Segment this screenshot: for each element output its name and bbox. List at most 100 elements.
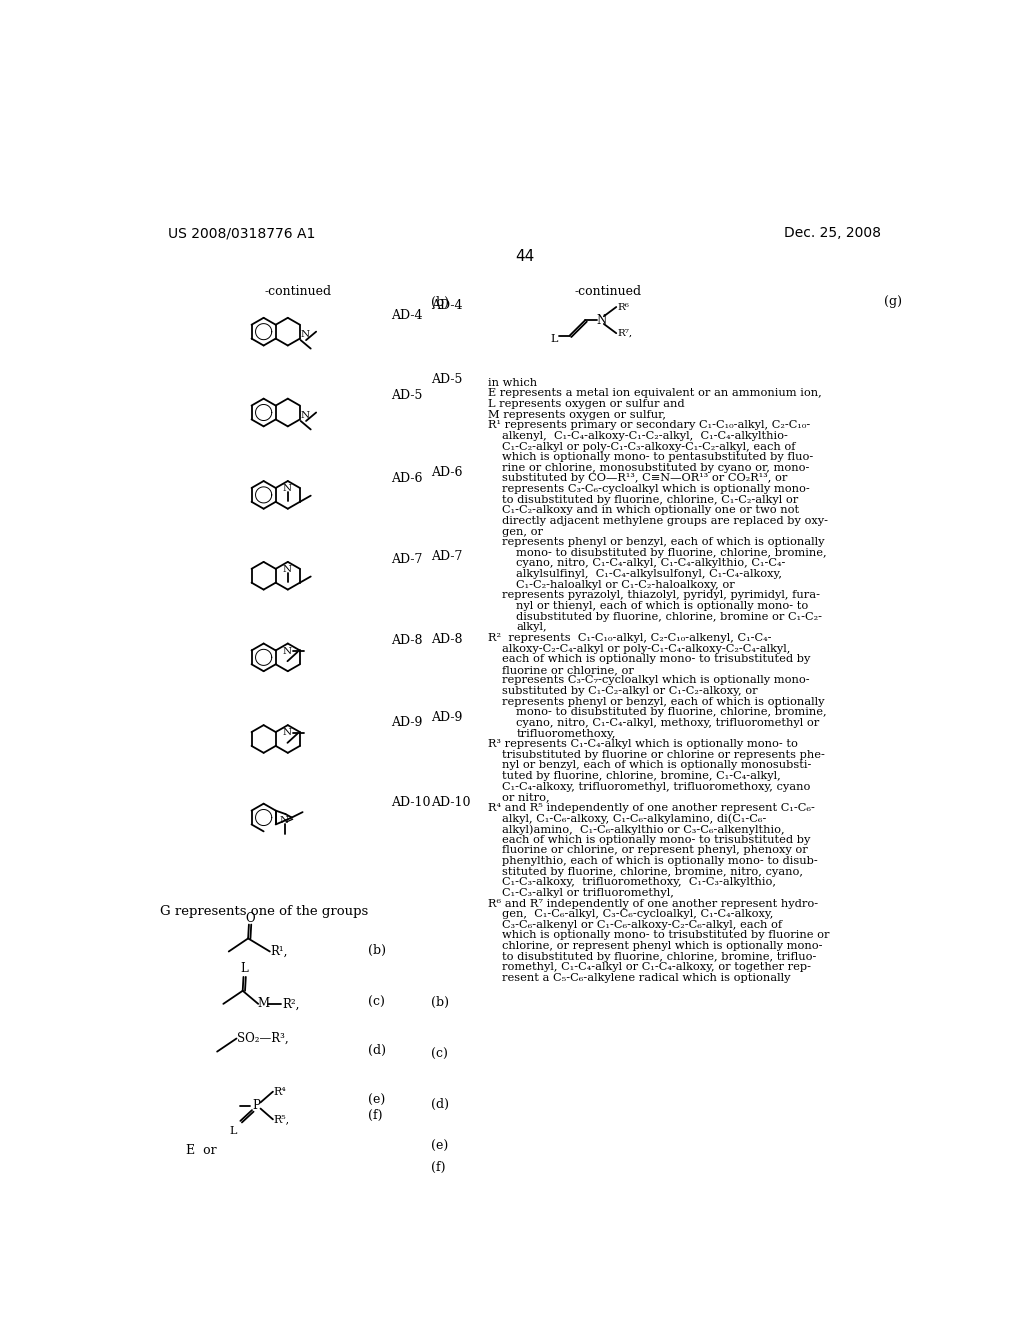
Text: fluorine or chlorine, or: fluorine or chlorine, or: [503, 665, 634, 675]
Text: gen,  C₁-C₆-alkyl, C₃-C₆-cycloalkyl, C₁-C₄-alkoxy,: gen, C₁-C₆-alkyl, C₃-C₆-cycloalkyl, C₁-C…: [503, 909, 774, 919]
Text: -continued: -continued: [574, 285, 642, 298]
Text: L: L: [241, 962, 248, 975]
Text: R⁶ and R⁷ independently of one another represent hydro-: R⁶ and R⁷ independently of one another r…: [488, 899, 818, 908]
Text: AD-8: AD-8: [391, 635, 423, 647]
Text: E  or: E or: [186, 1144, 217, 1158]
Text: R¹ represents primary or secondary C₁-C₁₀-alkyl, C₂-C₁₀-: R¹ represents primary or secondary C₁-C₁…: [488, 420, 811, 430]
Text: M: M: [257, 998, 269, 1010]
Text: trisubstituted by fluorine or chlorine or represents phe-: trisubstituted by fluorine or chlorine o…: [503, 750, 825, 760]
Text: alkenyl,  C₁-C₄-alkoxy-C₁-C₂-alkyl,  C₁-C₄-alkylthio-: alkenyl, C₁-C₄-alkoxy-C₁-C₂-alkyl, C₁-C₄…: [503, 430, 788, 441]
Text: to disubstituted by fluorine, chlorine, bromine, trifluo-: to disubstituted by fluorine, chlorine, …: [503, 952, 817, 962]
Text: which is optionally mono- to trisubstituted by fluorine or: which is optionally mono- to trisubstitu…: [503, 931, 829, 940]
Text: AD-4: AD-4: [431, 298, 463, 312]
Text: or nitro,: or nitro,: [503, 792, 550, 803]
Text: represents phenyl or benzyl, each of which is optionally: represents phenyl or benzyl, each of whi…: [503, 697, 824, 706]
Text: O: O: [246, 912, 255, 924]
Text: (b): (b): [431, 296, 450, 309]
Text: R⁷,: R⁷,: [617, 329, 632, 338]
Text: AD-5: AD-5: [431, 374, 463, 387]
Text: AD-4: AD-4: [391, 309, 423, 322]
Text: AD-8: AD-8: [431, 634, 463, 647]
Text: C₁-C₂-alkoxy and in which optionally one or two not: C₁-C₂-alkoxy and in which optionally one…: [503, 506, 800, 515]
Text: alkyl, C₁-C₆-alkoxy, C₁-C₆-alkylamino, di(C₁-C₆-: alkyl, C₁-C₆-alkoxy, C₁-C₆-alkylamino, d…: [503, 813, 767, 824]
Text: N: N: [597, 314, 607, 326]
Text: E represents a metal ion equivalent or an ammonium ion,: E represents a metal ion equivalent or a…: [488, 388, 822, 399]
Text: romethyl, C₁-C₄-alkyl or C₁-C₄-alkoxy, or together rep-: romethyl, C₁-C₄-alkyl or C₁-C₄-alkoxy, o…: [503, 962, 811, 973]
Text: (f): (f): [431, 1162, 445, 1173]
Text: SO₂—R³,: SO₂—R³,: [238, 1032, 289, 1045]
Text: N: N: [283, 729, 292, 737]
Text: tuted by fluorine, chlorine, bromine, C₁-C₄-alkyl,: tuted by fluorine, chlorine, bromine, C₁…: [503, 771, 781, 781]
Text: 44: 44: [515, 249, 535, 264]
Text: AD-9: AD-9: [431, 711, 463, 725]
Text: N: N: [280, 816, 289, 825]
Text: nyl or benzyl, each of which is optionally monosubsti-: nyl or benzyl, each of which is optional…: [503, 760, 812, 771]
Text: C₁-C₂-haloalkyl or C₁-C₂-haloalkoxy, or: C₁-C₂-haloalkyl or C₁-C₂-haloalkoxy, or: [516, 579, 735, 590]
Text: (c): (c): [369, 997, 385, 1010]
Text: G represents one of the groups: G represents one of the groups: [160, 906, 368, 919]
Text: R²  represents  C₁-C₁₀-alkyl, C₂-C₁₀-alkenyl, C₁-C₄-: R² represents C₁-C₁₀-alkyl, C₂-C₁₀-alken…: [488, 632, 772, 643]
Text: C₁-C₃-alkyl or trifluoromethyl,: C₁-C₃-alkyl or trifluoromethyl,: [503, 888, 674, 898]
Text: represents phenyl or benzyl, each of which is optionally: represents phenyl or benzyl, each of whi…: [503, 537, 824, 548]
Text: each of which is optionally mono- to trisubstituted by: each of which is optionally mono- to tri…: [503, 655, 811, 664]
Text: represents pyrazolyl, thiazolyl, pyridyl, pyrimidyl, fura-: represents pyrazolyl, thiazolyl, pyridyl…: [503, 590, 820, 601]
Text: (e): (e): [431, 1140, 449, 1154]
Text: each of which is optionally mono- to trisubstituted by: each of which is optionally mono- to tri…: [503, 834, 811, 845]
Text: Dec. 25, 2008: Dec. 25, 2008: [784, 226, 882, 240]
Text: directly adjacent methylene groups are replaced by oxy-: directly adjacent methylene groups are r…: [503, 516, 828, 525]
Text: -continued: -continued: [265, 285, 332, 298]
Text: alkylsulfinyl,  C₁-C₄-alkylsulfonyl, C₁-C₄-alkoxy,: alkylsulfinyl, C₁-C₄-alkylsulfonyl, C₁-C…: [516, 569, 782, 579]
Text: N: N: [283, 647, 292, 656]
Text: AD-10: AD-10: [391, 796, 431, 809]
Text: mono- to disubstituted by fluorine, chlorine, bromine,: mono- to disubstituted by fluorine, chlo…: [516, 708, 827, 717]
Text: chlorine, or represent phenyl which is optionally mono-: chlorine, or represent phenyl which is o…: [503, 941, 823, 950]
Text: cyano, nitro, C₁-C₄-alkyl, C₁-C₄-alkylthio, C₁-C₄-: cyano, nitro, C₁-C₄-alkyl, C₁-C₄-alkylth…: [516, 558, 785, 569]
Text: (g): (g): [884, 296, 901, 309]
Text: cyano, nitro, C₁-C₄-alkyl, methoxy, trifluoromethyl or: cyano, nitro, C₁-C₄-alkyl, methoxy, trif…: [516, 718, 819, 727]
Text: L: L: [229, 1126, 237, 1135]
Text: M represents oxygen or sulfur,: M represents oxygen or sulfur,: [488, 409, 667, 420]
Text: in which: in which: [488, 378, 538, 388]
Text: R⁶: R⁶: [617, 302, 629, 312]
Text: N: N: [301, 411, 310, 420]
Text: AD-10: AD-10: [431, 796, 470, 809]
Text: C₁-C₄-alkoxy, trifluoromethyl, trifluoromethoxy, cyano: C₁-C₄-alkoxy, trifluoromethyl, trifluoro…: [503, 781, 811, 792]
Text: AD-9: AD-9: [391, 715, 423, 729]
Text: gen, or: gen, or: [503, 527, 544, 537]
Text: AD-5: AD-5: [391, 389, 423, 403]
Text: represents C₃-C₆-cycloalkyl which is optionally mono-: represents C₃-C₆-cycloalkyl which is opt…: [503, 484, 810, 494]
Text: C₁-C₃-alkoxy,  trifluoromethoxy,  C₁-C₃-alkylthio,: C₁-C₃-alkoxy, trifluoromethoxy, C₁-C₃-al…: [503, 878, 776, 887]
Text: (f): (f): [369, 1109, 383, 1122]
Text: P: P: [252, 1100, 260, 1111]
Text: L: L: [551, 334, 558, 345]
Text: which is optionally mono- to pentasubstituted by fluo-: which is optionally mono- to pentasubsti…: [503, 453, 814, 462]
Text: R³ represents C₁-C₄-alkyl which is optionally mono- to: R³ represents C₁-C₄-alkyl which is optio…: [488, 739, 799, 750]
Text: alkoxy-C₂-C₄-alkyl or poly-C₁-C₄-alkoxy-C₂-C₄-alkyl,: alkoxy-C₂-C₄-alkyl or poly-C₁-C₄-alkoxy-…: [503, 644, 791, 653]
Text: alkyl)amino,  C₁-C₆-alkylthio or C₃-C₆-alkenylthio,: alkyl)amino, C₁-C₆-alkylthio or C₃-C₆-al…: [503, 824, 785, 834]
Text: (c): (c): [431, 1048, 447, 1061]
Text: substituted by C₁-C₂-alkyl or C₁-C₂-alkoxy, or: substituted by C₁-C₂-alkyl or C₁-C₂-alko…: [503, 686, 758, 696]
Text: mono- to disubstituted by fluorine, chlorine, bromine,: mono- to disubstituted by fluorine, chlo…: [516, 548, 827, 558]
Text: N: N: [283, 565, 292, 574]
Text: represents C₃-C₇-cycloalkyl which is optionally mono-: represents C₃-C₇-cycloalkyl which is opt…: [503, 676, 810, 685]
Text: R⁴: R⁴: [273, 1086, 287, 1097]
Text: N: N: [283, 484, 292, 494]
Text: stituted by fluorine, chlorine, bromine, nitro, cyano,: stituted by fluorine, chlorine, bromine,…: [503, 867, 803, 876]
Text: L represents oxygen or sulfur and: L represents oxygen or sulfur and: [488, 399, 685, 409]
Text: (d): (d): [431, 1098, 450, 1111]
Text: alkyl,: alkyl,: [516, 622, 547, 632]
Text: R⁵,: R⁵,: [273, 1114, 290, 1125]
Text: phenylthio, each of which is optionally mono- to disub-: phenylthio, each of which is optionally …: [503, 857, 818, 866]
Text: US 2008/0318776 A1: US 2008/0318776 A1: [168, 226, 315, 240]
Text: trifluoromethoxy,: trifluoromethoxy,: [516, 729, 615, 738]
Text: resent a C₅-C₆-alkylene radical which is optionally: resent a C₅-C₆-alkylene radical which is…: [503, 973, 791, 983]
Text: C₃-C₆-alkenyl or C₁-C₆-alkoxy-C₂-C₆-alkyl, each of: C₃-C₆-alkenyl or C₁-C₆-alkoxy-C₂-C₆-alky…: [503, 920, 782, 929]
Text: R²,: R²,: [283, 998, 300, 1010]
Text: AD-6: AD-6: [391, 471, 423, 484]
Text: AD-6: AD-6: [431, 466, 463, 479]
Text: (b): (b): [369, 944, 386, 957]
Text: (b): (b): [431, 997, 450, 1010]
Text: fluorine or chlorine, or represent phenyl, phenoxy or: fluorine or chlorine, or represent pheny…: [503, 845, 808, 855]
Text: disubstituted by fluorine, chlorine, bromine or C₁-C₂-: disubstituted by fluorine, chlorine, bro…: [516, 611, 822, 622]
Text: rine or chlorine, monosubstituted by cyano or, mono-: rine or chlorine, monosubstituted by cya…: [503, 463, 810, 473]
